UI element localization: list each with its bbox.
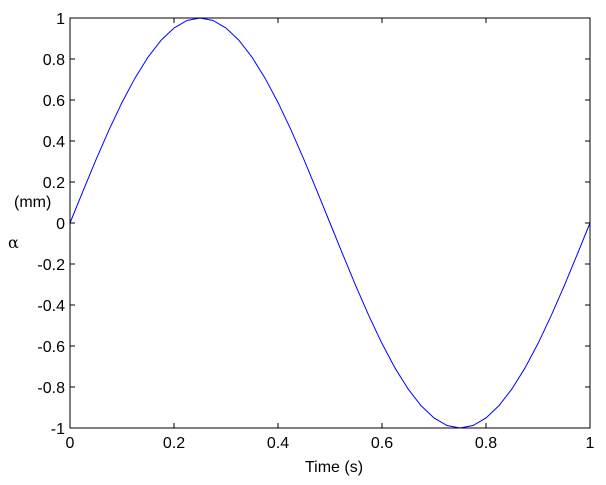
x-axis-label: Time (s) bbox=[305, 459, 363, 476]
y-tick-label: -0.4 bbox=[37, 298, 65, 315]
y-tick-label: 0.6 bbox=[43, 93, 65, 110]
x-tick-label: 0.2 bbox=[163, 435, 185, 452]
axes: 0 0.2 0.4 0.6 0.8 1 -1 -0.8 -0.6 -0.4 -0.2 0 0.2 0.4 0… bbox=[37, 11, 594, 452]
x-tick-label: 0.8 bbox=[475, 435, 497, 452]
axis-labels: Time (s) (mm) α bbox=[8, 194, 363, 476]
y-tick-label: -0.8 bbox=[37, 380, 65, 397]
y-axis-symbol-label: α bbox=[8, 233, 19, 252]
x-tick-label: 0.4 bbox=[267, 435, 289, 452]
y-tick-label: 0.8 bbox=[43, 52, 65, 69]
y-tick-label: 1 bbox=[56, 11, 65, 28]
y-tick-label: 0 bbox=[56, 216, 65, 233]
plot-area bbox=[69, 17, 591, 429]
y-axis-unit-label: (mm) bbox=[14, 194, 51, 211]
x-tick-label: 1 bbox=[586, 435, 595, 452]
y-tick-label: 0.4 bbox=[43, 134, 65, 151]
y-tick-label: 0.2 bbox=[43, 175, 65, 192]
y-tick-label: -0.2 bbox=[37, 257, 65, 274]
y-tick-label: -0.6 bbox=[37, 339, 65, 356]
series-line-0 bbox=[69, 17, 591, 429]
y-tick-label: -1 bbox=[51, 421, 65, 438]
x-tick-label: 0 bbox=[66, 435, 75, 452]
x-tick-label: 0.6 bbox=[371, 435, 393, 452]
